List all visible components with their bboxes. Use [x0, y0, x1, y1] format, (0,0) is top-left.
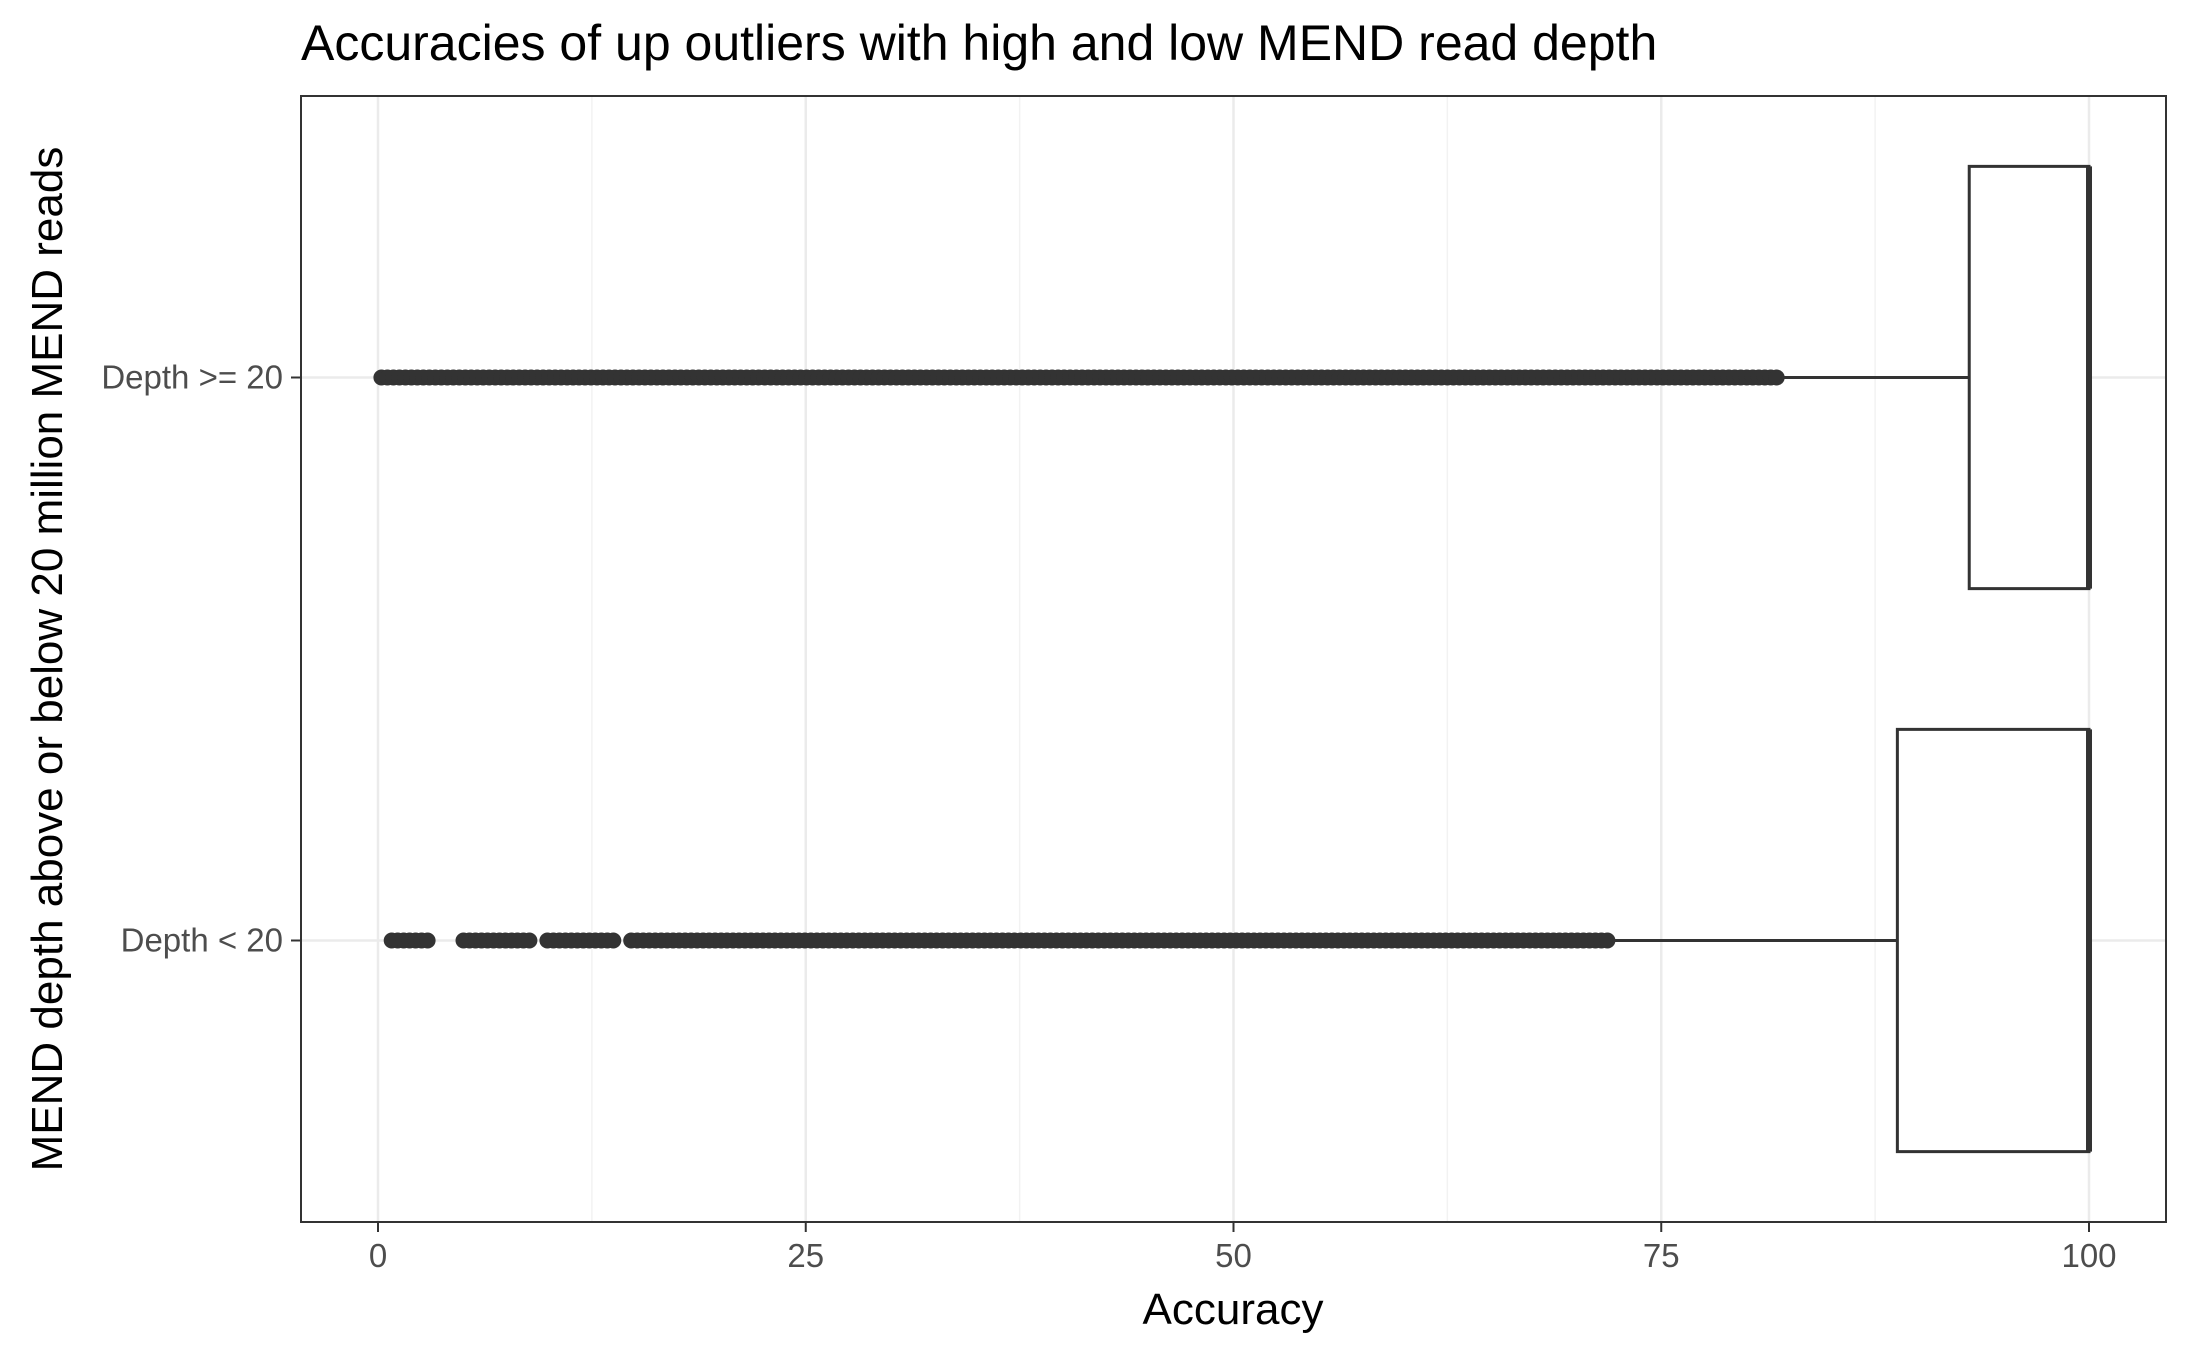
- outlier-group: [373, 369, 1785, 386]
- box-group: [1781, 164, 2093, 591]
- y-tick-label: Depth >= 20: [101, 359, 283, 396]
- outlier-points: [373, 369, 1785, 949]
- x-tick-label: 25: [787, 1237, 824, 1274]
- axes: 0 25 50 75 100 Depth >= 20 Depth < 20: [101, 359, 2116, 1275]
- outlier-point: [419, 932, 436, 949]
- x-tick-label: 50: [1215, 1237, 1252, 1274]
- outlier-point: [1768, 369, 1785, 386]
- outlier-point: [1599, 932, 1616, 949]
- x-tick-label: 100: [2061, 1237, 2116, 1274]
- outlier-group: [383, 932, 1616, 949]
- box-plots: [1609, 164, 2093, 1154]
- box-rect: [1967, 164, 2091, 591]
- y-axis-title: MEND depth above or below 20 million MEN…: [23, 147, 72, 1172]
- outlier-point: [521, 932, 538, 949]
- x-tick-label: 0: [369, 1237, 387, 1274]
- box-group: [1609, 727, 2093, 1154]
- x-tick-label: 75: [1643, 1237, 1680, 1274]
- y-tick-label: Depth < 20: [121, 922, 283, 959]
- outlier-point: [605, 932, 622, 949]
- box-rect: [1895, 727, 2091, 1154]
- x-axis-title: Accuracy: [1143, 1285, 1324, 1334]
- chart-title: Accuracies of up outliers with high and …: [301, 15, 1657, 71]
